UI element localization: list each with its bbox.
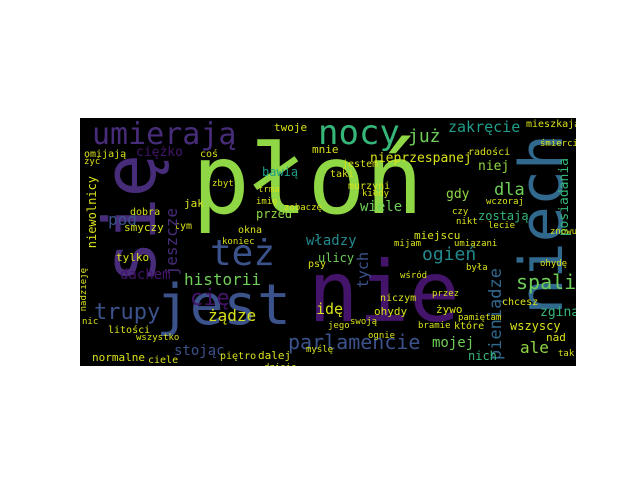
word-umieraja: umierają <box>92 118 237 152</box>
word-wszystko: wszystko <box>136 333 180 343</box>
word-niewolnicy: niewolnicy <box>85 176 99 249</box>
word-pamietam: pamiętam <box>458 313 502 323</box>
word-gdy: gdy <box>446 187 470 202</box>
word-parlamencie: parlamencie <box>288 330 421 354</box>
word-normalne: normalne <box>92 351 145 364</box>
word-jest: jest <box>156 273 291 338</box>
word-zgina: zginą <box>540 305 576 320</box>
word-koniec: koniec <box>222 237 255 247</box>
word-trma: trma <box>258 185 280 195</box>
word-miejscu: miejscu <box>414 229 461 242</box>
word-mieszkaja: mieszkają <box>526 119 576 130</box>
word-nocy: nocy <box>318 118 400 153</box>
word-nich: nich <box>468 349 497 363</box>
word-zbyt: zbyt <box>212 179 234 189</box>
word-chcesz: chcesz <box>502 297 539 308</box>
word-trupy: trupy <box>94 300 161 325</box>
word-ide: idę <box>316 300 344 318</box>
word-wszyscy: wszyscy <box>510 319 561 333</box>
word-umiazani: umiązani <box>454 239 498 249</box>
word-cos: coś <box>200 149 219 160</box>
word-nadzieje: nadzieję <box>80 268 89 312</box>
word-mnie: mnie <box>312 143 339 156</box>
word-znowu: znowu <box>550 227 576 237</box>
word-czy: czy <box>452 207 469 217</box>
word-kiedy: kiedy <box>362 189 390 199</box>
word-zadze: żądze <box>208 306 257 325</box>
word-murzyni: murzyni <box>348 181 391 192</box>
word-mojej: mojej <box>432 335 475 351</box>
word-zakrecie: zakręcie <box>448 118 521 136</box>
word-cloud: płoń nie się jest niech umierają nocy te… <box>80 118 576 366</box>
word-historii: historii <box>184 270 262 289</box>
word-byla: była <box>466 263 488 273</box>
word-ohydy: ohydy <box>374 305 408 318</box>
word-tym: tym <box>174 221 193 232</box>
word-mysle: myślę <box>306 345 334 355</box>
word-nieprzespanej: nieprzespanej <box>370 151 472 166</box>
word-spali: spali <box>516 270 576 294</box>
word-niczym: niczym <box>380 293 417 304</box>
word-pod: pod <box>108 210 137 229</box>
word-mijam: mijam <box>394 239 422 249</box>
word-dzieje: dzieje <box>264 364 297 367</box>
word-nic: nic <box>82 317 99 327</box>
word-ogien: ogień <box>422 244 477 265</box>
word-imie: imię <box>256 197 278 207</box>
word-nie: nie <box>308 243 460 341</box>
word-psy: psy <box>308 259 327 270</box>
word-stojac: stojąc <box>174 343 225 359</box>
word-twoje: twoje <box>274 121 308 134</box>
word-tak: tak <box>558 349 575 359</box>
word-cie: cię <box>190 286 230 311</box>
word-wiele: wiele <box>360 199 403 215</box>
word-nikt: nikt <box>456 217 478 227</box>
word-ktore: które <box>454 321 485 332</box>
word-bramie: bramie <box>418 321 451 331</box>
word-przez: przez <box>432 289 460 299</box>
word-ciele: ciele <box>148 355 179 366</box>
word-tylko: tylko <box>116 251 150 264</box>
word-niej: niej <box>478 159 510 174</box>
word-smierci: śmierci <box>540 139 576 149</box>
word-omijaja: omijają <box>84 149 127 160</box>
word-zobacze: zobaczę <box>284 203 322 213</box>
word-zywo: żywo <box>436 303 463 316</box>
word-ohyde: ohydę <box>540 259 568 269</box>
word-jak: jak <box>184 197 204 210</box>
word-zostaja: zostają <box>478 209 529 223</box>
word-okna: okna <box>238 225 263 236</box>
word-smyczy: smyczy <box>124 221 164 234</box>
word-taki: taki <box>330 169 355 180</box>
word-ciezko: ciężko <box>136 145 183 160</box>
word-dachem: dachem <box>120 267 171 283</box>
word-zyc: żyć <box>84 157 101 167</box>
word-juz: już <box>408 126 441 147</box>
word-dla: dla <box>494 180 525 200</box>
word-dalej: dalej <box>258 349 292 362</box>
word-litosci: litości <box>108 325 151 336</box>
word-tych: tych <box>354 252 372 289</box>
word-nad: nad <box>546 331 566 344</box>
word-wladzy: władzy <box>306 233 357 249</box>
word-bawia: bawią <box>262 165 299 179</box>
word-pietro: piętro <box>220 351 257 362</box>
word-radosci: radości <box>468 147 511 158</box>
word-tez: też <box>210 233 276 274</box>
word-posiadania: posiadania <box>557 158 572 237</box>
word-lecie: lecie <box>488 221 516 231</box>
word-ale: ale <box>520 338 549 357</box>
word-dobra: dobra <box>130 207 161 218</box>
word-ognie: ognie <box>368 331 396 341</box>
word-jeszcze: jeszcze <box>162 208 181 276</box>
word-przed: przed <box>256 207 293 221</box>
word-jestem: jestem <box>342 159 379 170</box>
word-wczoraj: wczoraj <box>486 197 524 207</box>
word-plon: płoń <box>192 124 424 236</box>
word-jego: jego <box>328 321 350 331</box>
word-ulicy: ulicy <box>318 251 355 265</box>
word-wsrod: wśród <box>400 271 428 281</box>
word-swoja: swoją <box>350 317 378 327</box>
